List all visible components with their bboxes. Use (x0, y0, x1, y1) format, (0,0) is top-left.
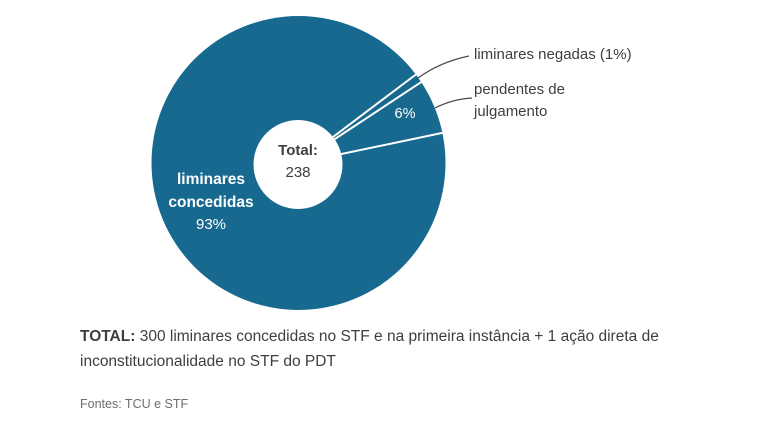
leader-line-pendentes (434, 97, 473, 109)
donut-hole (253, 120, 343, 209)
total-note-label: TOTAL: (80, 328, 136, 345)
slice-label-concedidas-line2: concedidas (168, 194, 254, 211)
slice-label-pendentes: pendentes de julgamento (474, 79, 565, 123)
slice-label-concedidas-line1: liminares (176, 171, 246, 188)
total-note-line2: inconstitucionalidade no STF do PDT (80, 353, 336, 370)
total-note-line1: TOTAL: 300 liminares concedidas no STF e… (80, 328, 659, 346)
slice-label-pendentes-line2: julgamento (474, 103, 548, 120)
sources-text: Fontes: TCU e STF (80, 397, 189, 411)
center-total-value: 238 (285, 164, 311, 181)
slice-label-pendentes-line1: pendentes de (474, 81, 565, 98)
center-total-title: Total: (278, 142, 318, 159)
slice-value-concedidas: 93% (195, 216, 227, 233)
slice-value-pendentes: 6% (394, 106, 416, 122)
leader-line-negadas (417, 55, 470, 79)
slice-label-negadas: liminares negadas (1%) (474, 46, 632, 63)
total-note-text: 300 liminares concedidas no STF e na pri… (139, 328, 659, 345)
